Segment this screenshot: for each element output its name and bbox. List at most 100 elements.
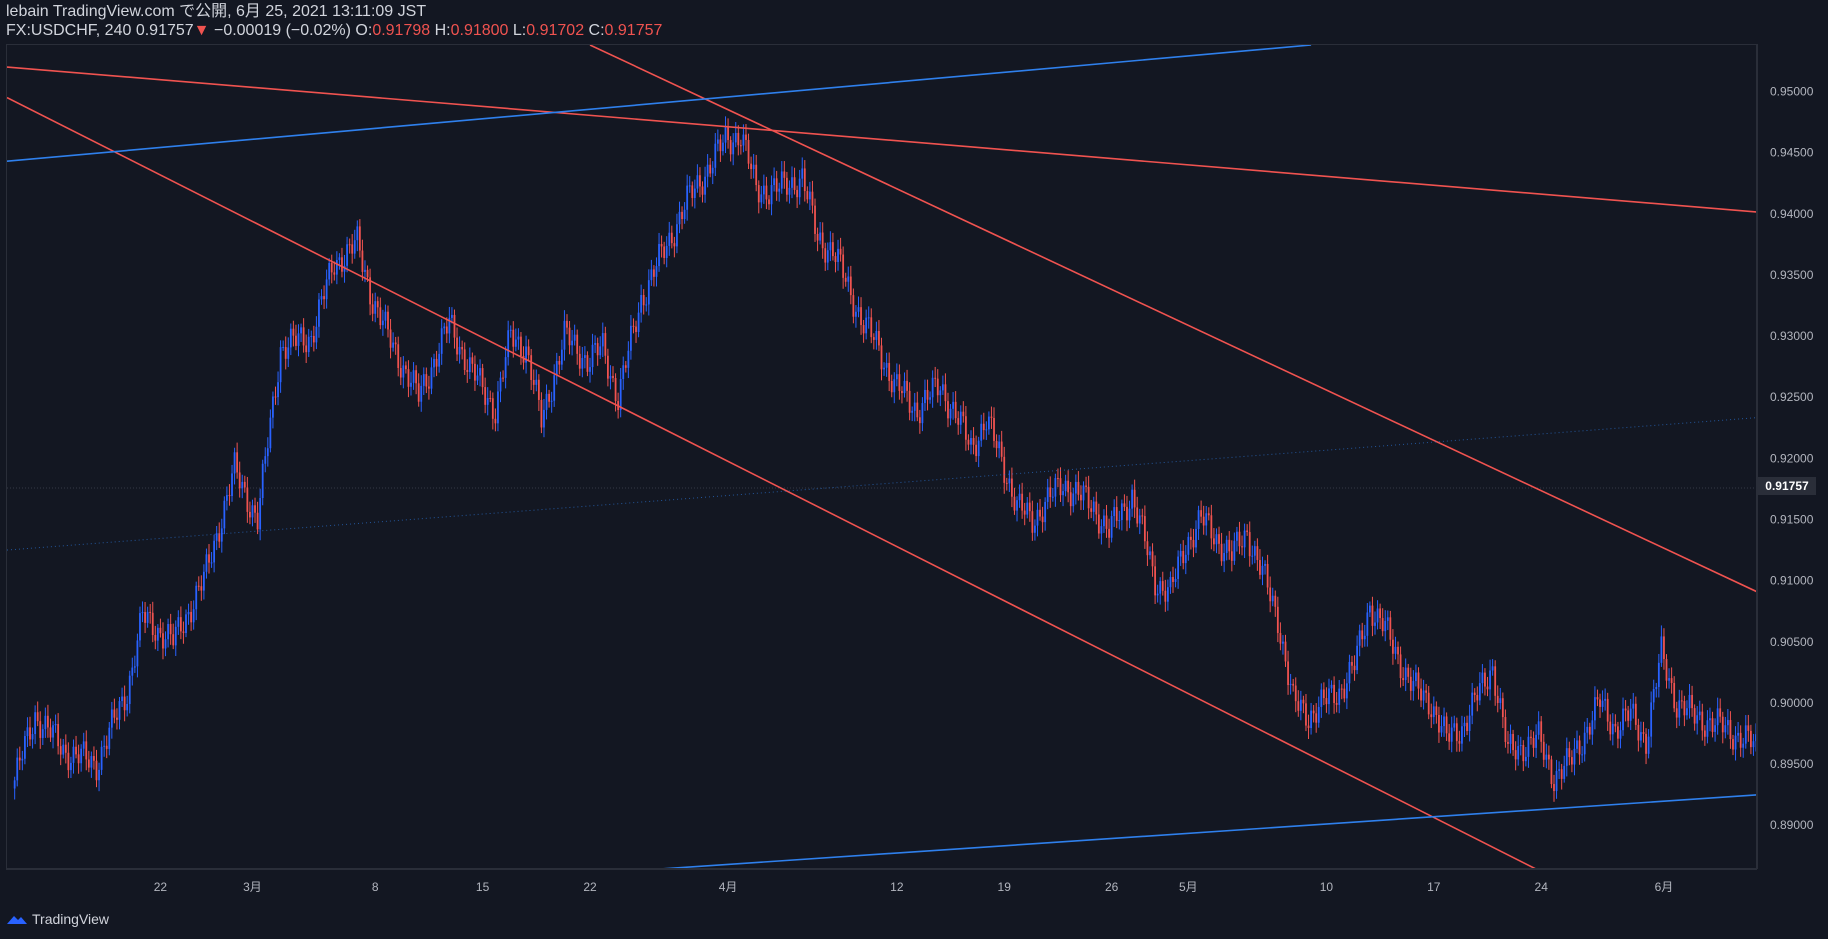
candle (154, 625, 157, 650)
candle (52, 721, 54, 749)
candle (90, 751, 93, 778)
trendline-red-2[interactable] (7, 96, 1541, 872)
candle (146, 606, 149, 628)
candle (1126, 495, 1128, 532)
candle (1535, 724, 1537, 759)
candle (1594, 686, 1596, 730)
candle (1568, 741, 1571, 766)
time-tick-label: 8 (372, 880, 379, 894)
candle (890, 374, 893, 398)
candle (1591, 710, 1594, 745)
candle (348, 238, 351, 254)
candle (1059, 467, 1062, 502)
candle (1049, 476, 1052, 508)
candle (1481, 664, 1484, 694)
candle (903, 372, 906, 398)
trendline-blue-5[interactable] (621, 749, 1828, 871)
candle (358, 219, 361, 258)
candle (773, 167, 776, 192)
candle (1297, 690, 1300, 717)
price-axis-labels: 0.95000 0.94500 0.94000 0.93500 0.93000 0.925… (1770, 84, 1814, 832)
candle (1261, 556, 1264, 586)
candle (918, 409, 921, 434)
candle (1374, 611, 1376, 635)
candle (1734, 726, 1737, 761)
time-tick-label: 3月 (243, 880, 262, 894)
candle (369, 268, 371, 316)
candle (1680, 690, 1683, 709)
candle (862, 319, 865, 343)
chart-pane[interactable] (6, 44, 1757, 869)
candle (1241, 535, 1243, 556)
candle (921, 397, 924, 432)
candle (481, 363, 484, 395)
time-axis-labels: 223月815224月1219265月1017246月14217月 (154, 880, 1674, 894)
candle (1187, 532, 1190, 561)
candle (959, 405, 962, 434)
footer-logo[interactable]: TradingView (6, 911, 109, 927)
candle (589, 357, 591, 383)
candle (172, 623, 175, 650)
price-scale[interactable] (1757, 44, 1828, 869)
candle (1287, 650, 1289, 695)
candle (1512, 729, 1514, 756)
candle (1223, 543, 1226, 573)
candle (824, 242, 827, 271)
open-label: O: (355, 22, 373, 39)
candle (814, 198, 816, 242)
candle (215, 525, 218, 551)
candle (571, 330, 573, 356)
candle (1335, 691, 1338, 713)
candle (463, 342, 466, 375)
candle (1317, 696, 1320, 728)
candle (1294, 677, 1297, 713)
candle (944, 373, 947, 412)
candle (821, 222, 824, 259)
candle (1305, 694, 1307, 732)
candle (1005, 477, 1008, 491)
trendline-red-1[interactable] (7, 66, 1828, 260)
candle (1080, 485, 1082, 510)
publish-info: lebain TradingView.com で公開, 6月 25, 2021 … (6, 3, 427, 20)
candle (1703, 725, 1706, 746)
candle (1402, 667, 1405, 686)
candle (1366, 603, 1369, 647)
candle (1432, 696, 1435, 725)
candle (210, 551, 213, 568)
candle (1640, 721, 1642, 748)
candle (108, 722, 111, 756)
candle (438, 342, 441, 373)
candle (732, 133, 735, 166)
candle (1363, 624, 1366, 647)
candle (1312, 704, 1315, 723)
candle (1617, 721, 1619, 749)
candle (1624, 700, 1627, 722)
trendline-red-3[interactable] (589, 45, 1828, 872)
candle (1706, 710, 1709, 744)
candle (1445, 712, 1448, 741)
candle (1729, 711, 1732, 749)
candle (775, 170, 778, 201)
candle (870, 308, 873, 344)
candle (1054, 473, 1057, 507)
candle (36, 701, 39, 727)
candle (765, 176, 768, 210)
candle (1496, 685, 1499, 713)
candle (162, 622, 164, 660)
candle (1320, 683, 1323, 718)
candle (811, 180, 814, 214)
candle (555, 352, 558, 385)
candle (1683, 695, 1686, 727)
candle (601, 322, 604, 358)
candle (312, 325, 315, 352)
trendline-blue-4[interactable] (7, 45, 1312, 162)
candle (688, 176, 691, 193)
candle (1197, 505, 1200, 540)
candle (1031, 500, 1034, 541)
candle (543, 398, 545, 438)
candle (1596, 689, 1599, 707)
time-scale[interactable] (6, 869, 1757, 900)
candle (1103, 509, 1105, 533)
candle (537, 374, 540, 411)
candle (635, 320, 637, 343)
